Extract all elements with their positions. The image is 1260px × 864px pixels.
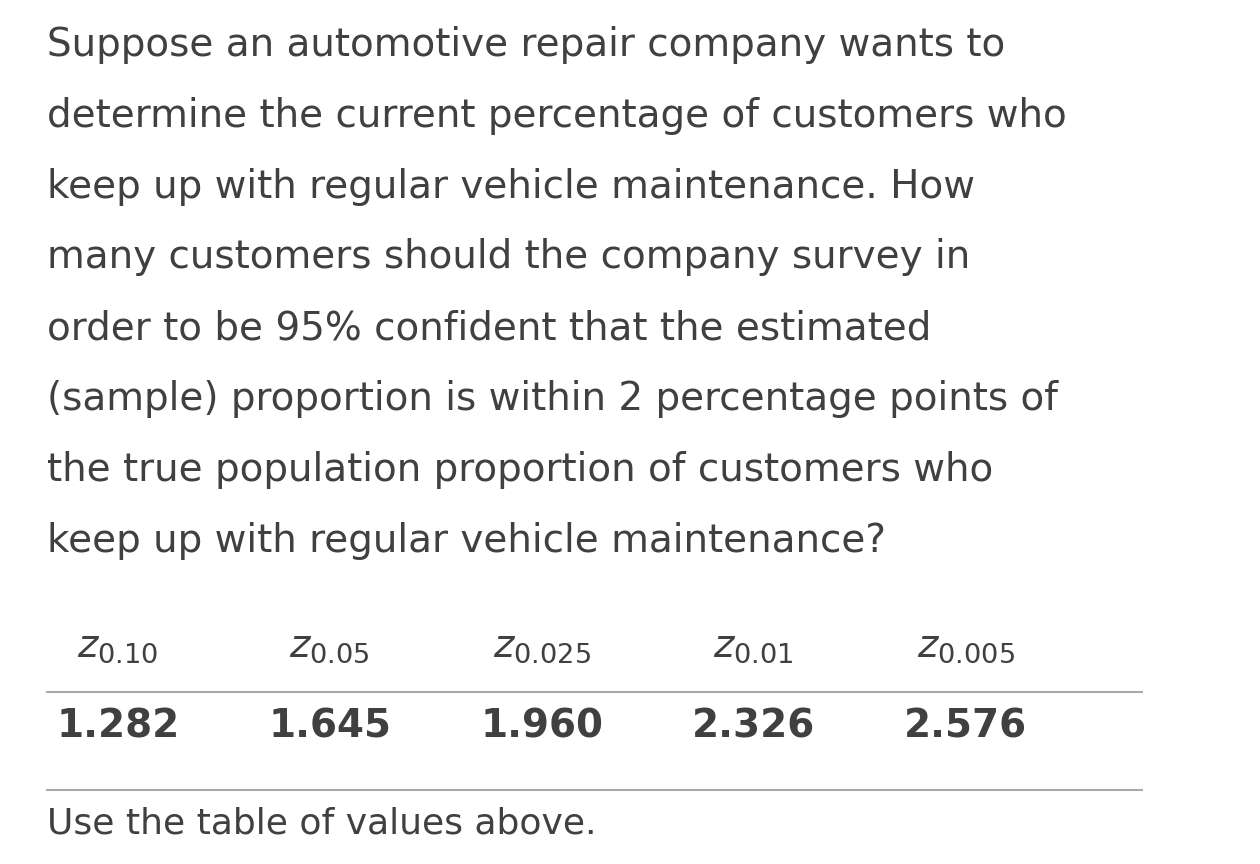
Text: 1.960: 1.960 [480, 708, 604, 746]
Text: $z_{0.10}$: $z_{0.10}$ [77, 627, 159, 665]
Text: many customers should the company survey in: many customers should the company survey… [47, 238, 970, 276]
Text: keep up with regular vehicle maintenance?: keep up with regular vehicle maintenance… [47, 522, 886, 560]
Text: $z_{0.005}$: $z_{0.005}$ [917, 627, 1014, 665]
Text: 2.576: 2.576 [905, 708, 1027, 746]
Text: Use the table of values above.: Use the table of values above. [47, 807, 596, 841]
Text: (sample) proportion is within 2 percentage points of: (sample) proportion is within 2 percenta… [47, 380, 1058, 418]
Text: Suppose an automotive repair company wants to: Suppose an automotive repair company wan… [47, 26, 1005, 64]
Text: 1.645: 1.645 [268, 708, 392, 746]
Text: $z_{0.01}$: $z_{0.01}$ [713, 627, 794, 665]
Text: 2.326: 2.326 [692, 708, 815, 746]
Text: determine the current percentage of customers who: determine the current percentage of cust… [47, 97, 1067, 135]
Text: $z_{0.025}$: $z_{0.025}$ [493, 627, 591, 665]
Text: keep up with regular vehicle maintenance. How: keep up with regular vehicle maintenance… [47, 168, 975, 206]
Text: 1.282: 1.282 [57, 708, 179, 746]
Text: order to be 95% confident that the estimated: order to be 95% confident that the estim… [47, 309, 931, 347]
Text: the true population proportion of customers who: the true population proportion of custom… [47, 451, 993, 489]
Text: $z_{0.05}$: $z_{0.05}$ [290, 627, 370, 665]
